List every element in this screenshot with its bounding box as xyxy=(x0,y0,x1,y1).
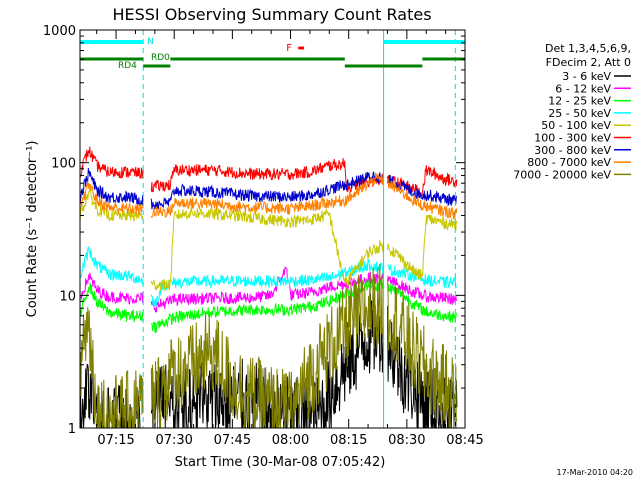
legend-label-7: 800 - 7000 keV xyxy=(527,156,611,169)
x-tick-label-1: 07:30 xyxy=(155,433,192,448)
x-tick-label-0: 07:15 xyxy=(97,433,134,448)
x-tick-label-2: 07:45 xyxy=(214,433,251,448)
plot-frame xyxy=(79,29,466,429)
y-tick-label-3: 1000 xyxy=(43,24,76,39)
legend-label-8: 7000 - 20000 keV xyxy=(513,168,611,181)
legend-title-line-1: Det 1,3,4,5,6,9, xyxy=(545,42,631,55)
x-tick-label-3: 08:00 xyxy=(272,433,309,448)
plot-area: N RD4 RD0 F 1 10 100 1000 07:15 07:30 07:45 08:00 08… xyxy=(43,24,484,448)
legend-label-5: 100 - 300 keV xyxy=(534,132,611,145)
y-tick-label-2: 100 xyxy=(51,157,76,172)
legend-label-0: 3 - 6 keV xyxy=(562,70,611,83)
legend-label-3: 25 - 50 keV xyxy=(548,107,611,120)
chart-title: HESSI Observing Summary Count Rates xyxy=(112,5,431,24)
series-line-4 xyxy=(79,187,458,293)
flare-label: F xyxy=(286,43,292,54)
series-line-7 xyxy=(79,172,458,220)
rd4-label: RD4 xyxy=(118,61,137,71)
night-label: N xyxy=(147,37,154,47)
x-axis-label: Start Time (30-Mar-08 07:05:42) xyxy=(175,455,386,470)
series-line-2 xyxy=(79,279,458,334)
y-axis-label: Count Rate (s⁻¹ detector⁻¹) xyxy=(25,141,40,318)
footer-timestamp: 17-Mar-2010 04:20 xyxy=(557,468,634,477)
legend-label-2: 12 - 25 keV xyxy=(548,95,611,108)
series-line-3 xyxy=(79,245,458,308)
y-tick-label-1: 10 xyxy=(59,289,76,304)
series-line-8 xyxy=(79,263,458,430)
series-line-1 xyxy=(80,266,458,313)
x-tick-label-5: 08:30 xyxy=(388,433,425,448)
legend-label-4: 50 - 100 keV xyxy=(541,119,611,132)
rd0-label: RD0 xyxy=(151,53,170,63)
legend-label-1: 6 - 12 keV xyxy=(555,82,611,95)
legend-label-6: 300 - 800 keV xyxy=(534,144,611,157)
x-tick-label-6: 08:45 xyxy=(446,433,483,448)
x-tick-label-4: 08:15 xyxy=(330,433,367,448)
y-tick-label-0: 1 xyxy=(68,422,76,437)
legend-title-line-2: FDecim 2, Att 0 xyxy=(546,56,631,69)
